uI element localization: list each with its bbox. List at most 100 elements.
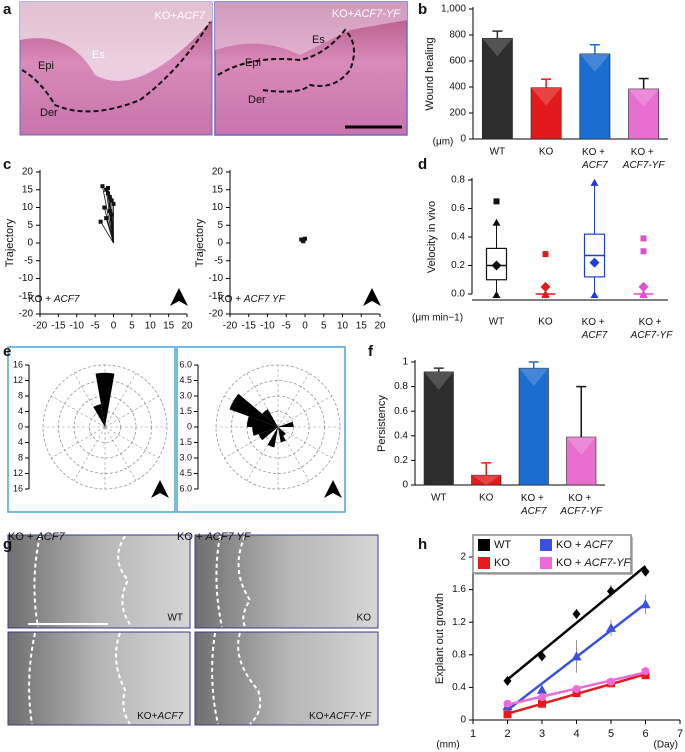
y-unit: (mm) bbox=[436, 740, 459, 751]
grid-circle bbox=[42, 364, 168, 490]
x-tick-label: KO bbox=[479, 493, 494, 504]
bar bbox=[530, 87, 562, 140]
image-label: KO+ACF7 bbox=[155, 10, 206, 22]
image bbox=[194, 631, 379, 726]
marker bbox=[538, 699, 546, 708]
marker bbox=[572, 689, 581, 698]
marker bbox=[537, 684, 547, 694]
r-tick-label: 1.5 bbox=[179, 406, 192, 416]
bar-shade bbox=[628, 88, 659, 107]
outlier bbox=[542, 251, 549, 258]
endpoint bbox=[105, 191, 110, 196]
endpoint bbox=[105, 185, 110, 190]
grid-circle bbox=[58, 380, 152, 474]
micrograph-a: KO+ACF7 Es Epi Der KO+ACF7-YF Es Epi Der bbox=[19, 1, 408, 136]
x-tick-label: -10 bbox=[70, 321, 85, 332]
edge-line bbox=[28, 632, 131, 725]
trajectory bbox=[107, 187, 114, 244]
y-tick-label: 600 bbox=[449, 56, 466, 67]
radial-line bbox=[104, 395, 159, 428]
endpoint bbox=[107, 194, 112, 199]
legend-swatch bbox=[540, 539, 552, 551]
annotation: KO + ACF7 bbox=[8, 531, 65, 543]
frame bbox=[176, 346, 346, 513]
outlier bbox=[640, 235, 647, 242]
grid-circle bbox=[215, 364, 341, 490]
x-tick-label: 15 bbox=[356, 321, 368, 332]
r-tick-label: 8 bbox=[18, 390, 23, 400]
y-axis-label: Explant out growth bbox=[434, 593, 446, 684]
y-tick-label: 10 bbox=[22, 202, 34, 213]
x-tick-label: 6 bbox=[642, 728, 648, 740]
legend-swatch bbox=[540, 557, 552, 569]
y-axis-label: Persistency bbox=[376, 395, 388, 452]
marker bbox=[503, 699, 512, 708]
y-tick-label: -5 bbox=[24, 255, 33, 266]
y-tick-label: -10 bbox=[209, 273, 224, 284]
y-tick-label: 0.6 bbox=[394, 406, 408, 417]
rose-wedge bbox=[95, 372, 115, 427]
rose-wedge bbox=[247, 416, 278, 427]
outlier bbox=[640, 248, 647, 255]
annotation: KO + ACF7 YF bbox=[218, 294, 286, 305]
r-tick-label: 4.5 bbox=[179, 468, 192, 478]
x-tick-label: -15 bbox=[51, 321, 66, 332]
rose-wedge bbox=[258, 427, 278, 441]
y-tick-label: 0 bbox=[27, 238, 33, 249]
endpoint bbox=[109, 198, 114, 203]
endpoint bbox=[111, 201, 116, 206]
marker bbox=[503, 710, 512, 719]
bar-shade bbox=[482, 38, 513, 57]
direction-icon bbox=[151, 480, 169, 498]
bar bbox=[423, 371, 454, 486]
trajectory bbox=[100, 221, 114, 244]
legend-swatch bbox=[478, 539, 490, 551]
r-tick-label: 0 bbox=[187, 421, 192, 431]
marker bbox=[606, 622, 616, 632]
rose-wedge bbox=[278, 427, 286, 436]
max-marker bbox=[492, 218, 501, 226]
y-tick-label: 5 bbox=[27, 220, 33, 231]
panel-label: f bbox=[368, 343, 374, 360]
r-tick-label: 6.0 bbox=[179, 483, 192, 493]
image bbox=[194, 534, 379, 629]
direction-icon bbox=[363, 288, 381, 306]
basement-line bbox=[217, 28, 355, 93]
mean-marker bbox=[638, 281, 649, 292]
bar bbox=[566, 436, 597, 486]
y-tick-label: 10 bbox=[212, 202, 224, 213]
x-tick-label: 4 bbox=[573, 728, 579, 740]
marker bbox=[607, 586, 615, 597]
image bbox=[7, 534, 191, 629]
bar bbox=[579, 53, 611, 140]
marker bbox=[572, 685, 581, 694]
min-marker bbox=[590, 291, 599, 298]
y-tick-label: 0.8 bbox=[452, 649, 466, 660]
y-tick-label: 400 bbox=[449, 82, 466, 93]
rose-wedge bbox=[278, 421, 294, 427]
max-marker bbox=[590, 178, 599, 186]
legend-label: KO bbox=[494, 557, 510, 569]
endpoint bbox=[100, 184, 105, 189]
unit-label: (μm) bbox=[433, 137, 454, 148]
x-tick-label: WT bbox=[431, 493, 447, 504]
annotation: KO + ACF7 bbox=[28, 294, 80, 305]
y-tick-label: 0 bbox=[460, 134, 466, 145]
fit-line bbox=[506, 565, 647, 681]
x-tick-label: -15 bbox=[242, 321, 257, 332]
rose-wedge bbox=[278, 427, 286, 443]
x-tick-label: 10 bbox=[337, 321, 349, 332]
x-tick-label: KO + ACF7-YF bbox=[622, 147, 666, 171]
x-tick-label: 5 bbox=[321, 321, 327, 332]
tissue-label: Der bbox=[248, 94, 266, 106]
x-tick-label: 0 bbox=[111, 321, 117, 332]
y-tick-label: -20 bbox=[19, 309, 34, 320]
x-tick-label: 0 bbox=[302, 321, 308, 332]
legend-label: KO + ACF7 bbox=[556, 539, 613, 551]
marker bbox=[641, 566, 650, 577]
endpoint bbox=[107, 209, 112, 214]
min-marker bbox=[492, 291, 501, 298]
y-tick-label: -10 bbox=[19, 273, 34, 284]
bar bbox=[471, 474, 502, 486]
